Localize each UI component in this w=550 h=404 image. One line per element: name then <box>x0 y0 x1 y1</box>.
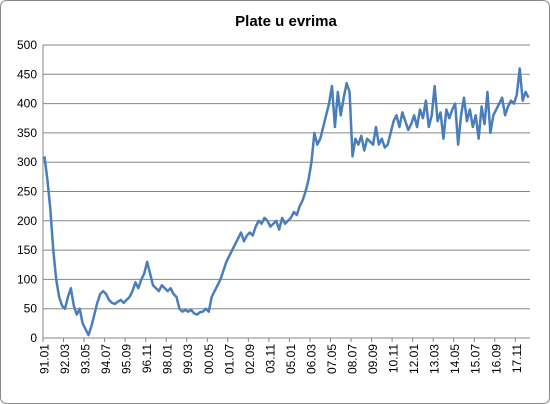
x-tick-label: 91.01 <box>37 344 51 374</box>
y-tick-label: 250 <box>17 185 37 199</box>
y-tick-label: 50 <box>24 302 38 316</box>
x-tick-label: 07.05 <box>325 344 339 374</box>
y-tick-label: 200 <box>17 214 37 228</box>
y-tick-label: 400 <box>17 97 37 111</box>
y-tick-label: 150 <box>17 243 37 257</box>
x-tick-label: 02.09 <box>243 344 257 374</box>
y-tick-label: 300 <box>17 155 37 169</box>
x-tick-label: 08.07 <box>346 344 360 374</box>
y-tick-label: 0 <box>30 331 37 345</box>
x-tick-label: 96.11 <box>140 344 154 373</box>
x-tick-label: 03.11 <box>263 344 277 373</box>
x-tick-label: 94.07 <box>99 344 113 374</box>
x-tick-label: 92.03 <box>58 344 72 374</box>
x-tick-label: 09.09 <box>366 344 380 374</box>
x-tick-label: 01.07 <box>222 344 236 374</box>
x-tick-label: 93.05 <box>79 344 93 374</box>
x-tick-label: 05.01 <box>284 344 298 374</box>
y-tick-label: 100 <box>17 272 37 286</box>
y-tick-label: 450 <box>17 67 37 81</box>
x-tick-label: 13.03 <box>428 344 442 374</box>
x-tick-label: 99.03 <box>181 344 195 374</box>
x-tick-label: 16.09 <box>489 344 503 374</box>
x-tick-label: 15.07 <box>469 344 483 374</box>
x-tick-label: 10.11 <box>387 344 401 373</box>
x-tick-label: 98.01 <box>161 344 175 374</box>
x-tick-label: 06.03 <box>304 344 318 374</box>
data-line <box>43 67 530 337</box>
chart-title: Plate u evrima <box>235 13 337 30</box>
y-tick-label: 350 <box>17 126 37 140</box>
x-tick-label: 00.05 <box>202 344 216 374</box>
x-tick-label: 14.05 <box>448 344 462 374</box>
x-tick-label: 12.01 <box>407 344 421 374</box>
y-tick-label: 500 <box>17 38 37 52</box>
x-tick-label: 17.11 <box>510 344 524 373</box>
x-tick-label: 95.09 <box>120 344 134 374</box>
